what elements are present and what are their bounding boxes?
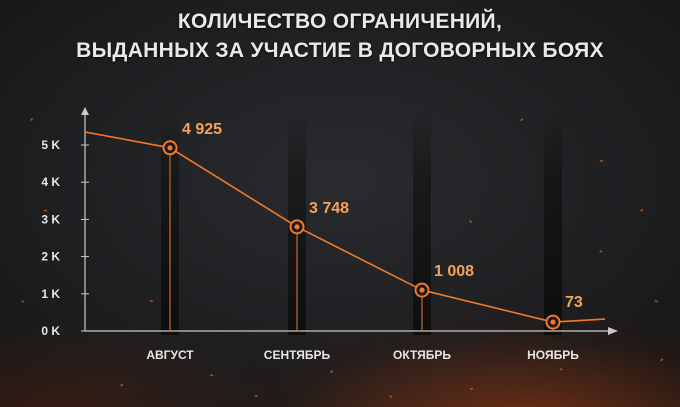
data-label: 3 748 xyxy=(309,200,349,217)
ember-5 xyxy=(330,370,334,374)
ember-10 xyxy=(520,118,524,122)
y-axis-ticks: 0 K 1 K 2 K 3 K 4 K 5 K xyxy=(41,138,89,338)
drop-lines xyxy=(169,147,554,331)
ember-8 xyxy=(640,209,644,212)
y-tick-label: 1 K xyxy=(41,287,60,301)
series-line xyxy=(84,131,606,323)
data-point-1 xyxy=(294,224,300,230)
ember-14 xyxy=(559,368,563,371)
ember-4 xyxy=(254,395,258,398)
ember-13 xyxy=(210,374,214,377)
data-point-2 xyxy=(419,287,425,293)
ember-9 xyxy=(654,300,658,303)
data-labels: 4 925 3 748 1 008 73 xyxy=(182,121,583,311)
chart-axes xyxy=(81,107,618,335)
x-tick-label: АВГУСТ xyxy=(146,348,194,362)
ember-11 xyxy=(599,159,603,162)
ember-0 xyxy=(30,117,34,122)
y-tick-label: 3 K xyxy=(41,212,60,226)
ember-17 xyxy=(468,220,473,224)
data-point-3 xyxy=(550,319,556,325)
x-tick-label: ОКТЯБРЬ xyxy=(393,348,451,362)
y-tick-label: 4 K xyxy=(41,175,60,189)
y-tick-label: 0 K xyxy=(41,324,60,338)
y-axis-arrow xyxy=(81,107,89,115)
chart-title-line-2: ВЫДАННЫХ ЗА УЧАСТИЕ В ДОГОВОРНЫХ БОЯХ xyxy=(76,39,604,62)
ember-3 xyxy=(119,383,124,387)
ember-16 xyxy=(149,300,153,302)
data-label: 4 925 xyxy=(182,121,222,138)
chart-title-line-1: КОЛИЧЕСТВО ОГРАНИЧЕНИЙ, xyxy=(177,10,503,33)
ember-15 xyxy=(660,358,664,362)
ember-7 xyxy=(599,250,603,253)
data-points xyxy=(162,140,561,330)
ember-12 xyxy=(389,395,393,399)
x-axis-arrow xyxy=(608,327,618,335)
y-tick-label: 2 K xyxy=(41,250,60,264)
ember-6 xyxy=(469,387,474,390)
data-label: 73 xyxy=(565,294,583,311)
y-tick-label: 5 K xyxy=(41,138,60,152)
x-axis-labels: АВГУСТ СЕНТЯБРЬ ОКТЯБРЬ НОЯБРЬ xyxy=(146,348,579,362)
series-polyline xyxy=(84,131,606,323)
ember-2 xyxy=(21,300,25,303)
data-point-0 xyxy=(167,145,173,151)
pillar-3 xyxy=(544,110,562,335)
x-tick-label: СЕНТЯБРЬ xyxy=(264,348,331,362)
x-tick-label: НОЯБРЬ xyxy=(527,348,579,362)
pillar-2 xyxy=(413,110,431,335)
ember-1 xyxy=(44,209,48,212)
data-label: 1 008 xyxy=(434,263,474,280)
